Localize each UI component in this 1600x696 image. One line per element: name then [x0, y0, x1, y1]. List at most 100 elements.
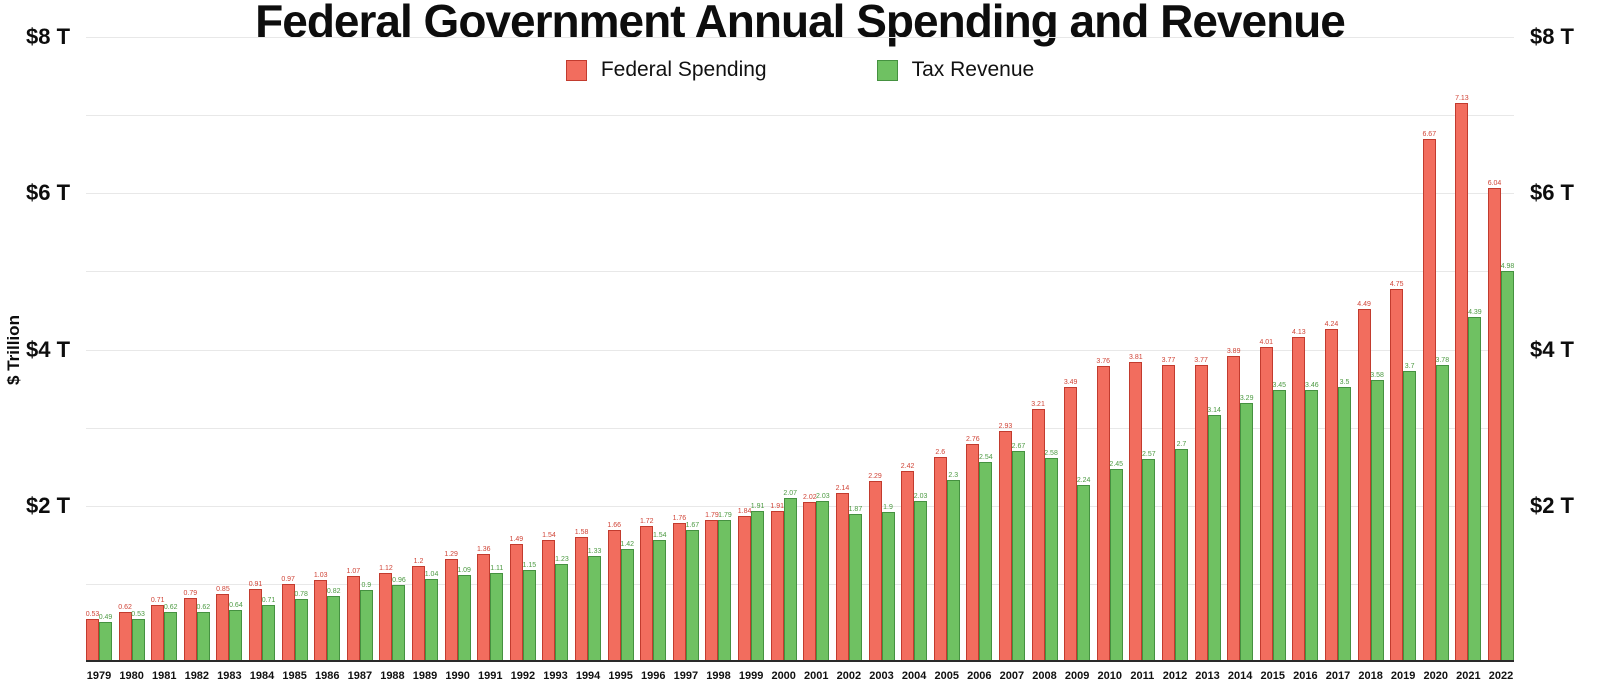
bar-value-label: 3.5: [1339, 378, 1350, 386]
bar-federal-spending: 1.84: [738, 508, 751, 660]
bar-tax-revenue: 3.29: [1240, 395, 1253, 660]
bar-group-2008: 3.21 2.58: [1031, 401, 1058, 660]
bar-group-2016: 4.13 3.46: [1292, 329, 1319, 660]
bar-value-label: 1.15: [522, 562, 537, 570]
bar-tax-revenue: 1.42: [620, 541, 634, 660]
bar-value-label: 3.77: [1161, 357, 1176, 365]
bar-tax-revenue: 1.79: [718, 512, 732, 660]
bar-federal-spending: 0.79: [184, 590, 197, 660]
bar-federal-spending: 2.42: [901, 463, 914, 660]
bar-federal-spending: 0.71: [151, 597, 165, 660]
bar-value-label: 1.76: [672, 514, 687, 522]
bar-federal-spending: 6.67: [1422, 131, 1436, 660]
bar-value-label: 7.13: [1455, 94, 1469, 102]
bar-federal-spending: 4.13: [1292, 329, 1306, 660]
bar-group-1979: 0.53 0.49: [86, 611, 112, 660]
x-tick-label: 2008: [1032, 670, 1057, 682]
y-tick-label: $4 T: [1529, 336, 1574, 362]
y-tick-label: $8 T: [26, 24, 71, 49]
bar-value-label: 1.54: [652, 531, 667, 539]
bar-value-label: 0.64: [229, 602, 243, 609]
bar-value-label: 3.45: [1272, 382, 1287, 390]
bar-group-2003: 2.29 1.9: [868, 473, 895, 660]
bar-group-1985: 0.97 0.78: [281, 576, 308, 660]
x-tick-label: 1981: [151, 670, 177, 682]
bar-federal-spending: 0.91: [249, 581, 262, 660]
bar-value-label: 2.6: [935, 448, 946, 456]
x-tick-label: 1995: [608, 670, 633, 682]
x-tick-label: 1982: [184, 670, 210, 682]
bar-group-1990: 1.29 1.09: [444, 551, 471, 660]
bar-tax-revenue: 2.58: [1044, 450, 1058, 660]
bar-federal-spending: 1.2: [412, 558, 426, 660]
bar-federal-spending: 1.12: [379, 565, 393, 660]
bar-federal-spending: 4.49: [1357, 301, 1371, 660]
bar-tax-revenue: 0.71: [262, 597, 275, 660]
bar-tax-revenue: 2.57: [1142, 451, 1156, 660]
x-tick-label: 2011: [1130, 670, 1155, 682]
bar-tax-revenue: 1.67: [686, 522, 699, 660]
bar-value-label: 2.24: [1076, 477, 1091, 484]
bar-federal-spending: 3.21: [1031, 401, 1045, 660]
bar-value-label: 1.04: [424, 570, 439, 578]
x-tick-label: 2002: [836, 670, 862, 682]
x-tick-label: 2014: [1227, 670, 1253, 682]
bar-value-label: 1.09: [457, 566, 471, 574]
bar-value-label: 1.42: [620, 541, 634, 549]
bar-federal-spending: 7.13: [1455, 95, 1469, 660]
bar-value-label: 2.45: [1109, 460, 1124, 468]
bar-group-1992: 1.49 1.15: [510, 536, 536, 660]
x-tick-label: 2009: [1064, 670, 1090, 682]
bar-federal-spending: 2.29: [868, 473, 882, 660]
bar-tax-revenue: 1.15: [523, 562, 536, 660]
x-tick-label: 2017: [1325, 670, 1351, 682]
bar-value-label: 3.76: [1096, 358, 1111, 366]
bar-tax-revenue: 2.07: [783, 490, 797, 660]
bar-value-label: 1.36: [476, 545, 491, 553]
bar-value-label: 1.29: [444, 551, 458, 559]
x-tick-label: 1994: [575, 670, 601, 682]
bar-tax-revenue: 1.9: [881, 504, 895, 660]
y-tick-label: $6 T: [1529, 180, 1574, 206]
bar-value-label: 2.54: [979, 453, 993, 461]
bar-value-label: 2.7: [1176, 441, 1187, 449]
bar-value-label: 6.04: [1487, 180, 1502, 188]
bar-group-1984: 0.91 0.71: [249, 581, 275, 660]
bar-tax-revenue: 0.53: [131, 611, 145, 660]
bar-value-label: 1.58: [574, 528, 589, 536]
bar-value-label: 1.9: [883, 503, 893, 511]
bar-federal-spending: 0.97: [281, 576, 295, 660]
bar-federal-spending: 3.81: [1129, 354, 1143, 660]
x-tick-label: 2004: [901, 670, 927, 682]
bar-value-label: 4.13: [1292, 329, 1306, 337]
bar-value-label: 2.14: [835, 484, 850, 492]
bar-group-2012: 3.77 2.7: [1162, 357, 1188, 660]
bar-tax-revenue: 1.11: [490, 565, 503, 660]
y-tick-label: $6 T: [26, 180, 71, 206]
x-tick-label: 1984: [249, 670, 275, 682]
x-tick-label: 1980: [119, 670, 144, 682]
x-tick-label: 1989: [412, 670, 438, 682]
bar-group-1983: 0.85 0.64: [216, 586, 243, 660]
bar-group-2004: 2.42 2.03: [901, 463, 927, 660]
bar-group-2014: 3.89 3.29: [1227, 348, 1253, 660]
bar-value-label: 1.2: [413, 558, 424, 566]
bar-tax-revenue: 3.78: [1435, 357, 1449, 660]
bar-federal-spending: 1.36: [477, 546, 491, 660]
bar-federal-spending: 3.77: [1162, 357, 1175, 660]
bar-federal-spending: 0.62: [118, 604, 132, 660]
x-tick-label: 2016: [1293, 670, 1318, 682]
bar-group-1986: 1.03 0.82: [314, 572, 341, 660]
bar-value-label: 0.71: [261, 596, 276, 604]
bar-tax-revenue: 0.9: [359, 582, 373, 660]
bar-tax-revenue: 4.39: [1468, 309, 1482, 660]
bar-federal-spending: 1.72: [640, 518, 654, 660]
y-axis-title: $ Trillion: [4, 315, 23, 385]
bar-value-label: 3.89: [1226, 348, 1241, 356]
x-tick-label: 2001: [804, 670, 829, 682]
bar-group-2022: 6.04 4.98: [1488, 180, 1514, 660]
bar-value-label: 4.24: [1324, 320, 1339, 328]
bar-value-label: 3.21: [1031, 401, 1045, 409]
gridline: [86, 193, 1514, 195]
bar-federal-spending: 2.02: [803, 494, 817, 660]
